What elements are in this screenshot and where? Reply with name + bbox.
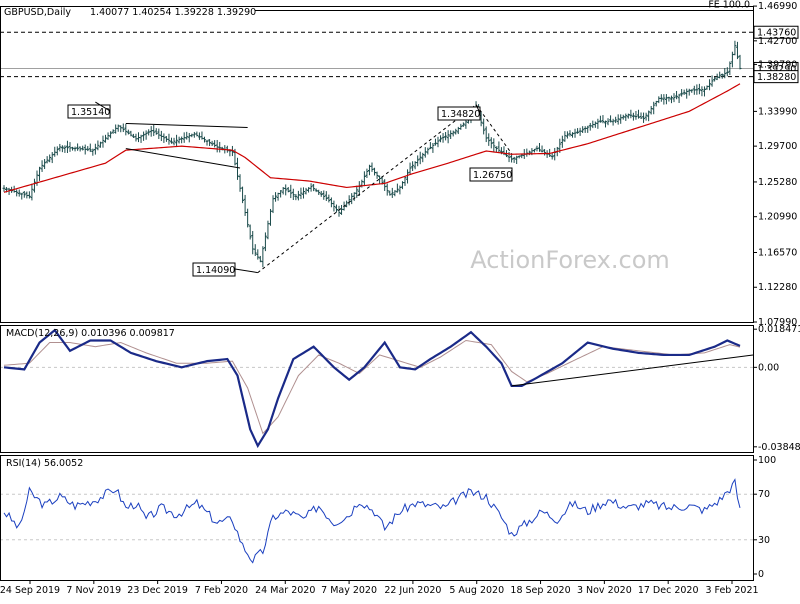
x-axis-label: 24 Sep 2019 xyxy=(0,585,60,596)
x-axis-label: 5 Aug 2020 xyxy=(449,585,504,596)
price-y-label: 1.12280 xyxy=(758,282,797,293)
price-header-symbol: GBPUSD,Daily xyxy=(4,7,71,18)
rsi-y-label: 100 xyxy=(758,455,776,466)
x-axis-label: 23 Dec 2019 xyxy=(127,585,188,596)
watermark: ActionForex.com xyxy=(470,246,670,274)
level-label: 1.38280 xyxy=(757,72,796,83)
price-y-label: 1.46990 xyxy=(758,1,797,12)
x-axis-label: 17 Dec 2020 xyxy=(638,585,699,596)
x-axis-label: 7 May 2020 xyxy=(321,585,377,596)
x-axis-label: 3 Feb 2021 xyxy=(705,585,758,596)
price-y-label: 1.25280 xyxy=(758,177,797,188)
x-axis-label: 7 Nov 2019 xyxy=(66,585,121,596)
x-axis-label: 22 Jun 2020 xyxy=(384,585,441,596)
x-axis-label: 24 Mar 2020 xyxy=(255,585,315,596)
price-y-label: 1.39790 xyxy=(758,59,797,70)
rsi-y-label: 0 xyxy=(758,569,764,580)
price-y-label: 1.20990 xyxy=(758,212,797,223)
macd-title: MACD(12,26,9) 0.010396 0.009817 xyxy=(6,328,175,339)
rsi-y-label: 30 xyxy=(758,535,770,546)
annotation-label: 1.14090 xyxy=(196,265,235,276)
fe-100-label: FE 100.0 xyxy=(708,0,750,10)
price-y-label: 1.16570 xyxy=(758,247,797,258)
x-axis-label: 3 Nov 2020 xyxy=(577,585,632,596)
price-y-label: 1.29700 xyxy=(758,141,797,152)
macd-y-label: 0.00 xyxy=(758,362,779,373)
price-y-label: 1.42700 xyxy=(758,36,797,47)
annotation-label: 1.34820 xyxy=(441,109,480,120)
rsi-y-label: 70 xyxy=(758,489,770,500)
macd-y-label: -0.038486 xyxy=(758,442,800,453)
price-y-label: 1.33990 xyxy=(758,106,797,117)
x-axis-label: 7 Feb 2020 xyxy=(195,585,248,596)
price-header-ohlc: 1.40077 1.40254 1.39228 1.39290 xyxy=(90,7,256,18)
macd-y-label: 0.018471 xyxy=(758,324,800,335)
rsi-title: RSI(14) 56.0052 xyxy=(6,458,83,469)
annotation-label: 1.35140 xyxy=(71,107,110,118)
annotation-label: 1.26750 xyxy=(473,170,512,181)
x-axis-label: 18 Sep 2020 xyxy=(510,585,570,596)
